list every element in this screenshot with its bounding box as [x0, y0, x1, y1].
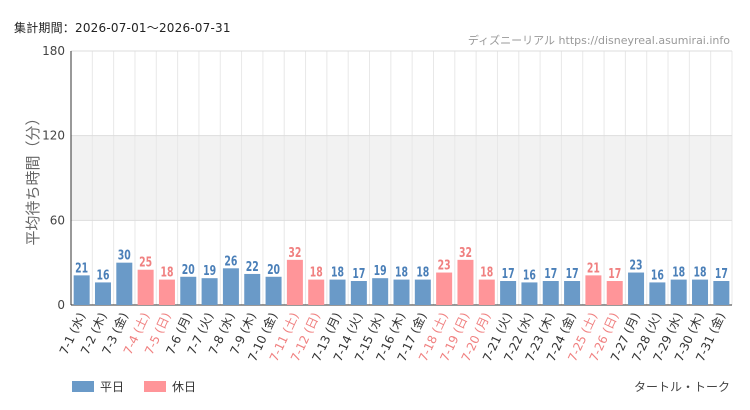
bar: [414, 279, 431, 305]
y-tick-label: 180: [42, 44, 65, 58]
bar: [350, 281, 367, 305]
data-label: 17: [715, 267, 728, 282]
bar: [158, 279, 175, 305]
bar: [478, 279, 495, 305]
data-label: 30: [118, 249, 131, 264]
data-label: 18: [694, 266, 707, 281]
bar: [329, 279, 346, 305]
legend-label-weekday: 平日: [100, 380, 125, 394]
bar: [286, 259, 303, 305]
data-label: 16: [96, 268, 109, 283]
data-label: 21: [587, 261, 600, 276]
bar: [606, 281, 623, 305]
bar: [137, 269, 154, 305]
y-tick-label: 0: [57, 298, 65, 312]
legend-item-weekday[interactable]: 平日: [72, 378, 124, 395]
bar: [94, 282, 111, 305]
data-label: 21: [75, 261, 88, 276]
data-label: 18: [416, 266, 429, 281]
legend-item-holiday[interactable]: 休日: [144, 378, 196, 395]
bar: [670, 279, 687, 305]
y-tick-label: 60: [50, 213, 65, 227]
bar: [393, 279, 410, 305]
data-label: 26: [224, 254, 237, 269]
data-label: 17: [608, 267, 621, 282]
bar: [713, 281, 730, 305]
data-label: 20: [182, 263, 195, 278]
bar: [457, 259, 474, 305]
data-label: 20: [267, 263, 280, 278]
bar: [265, 276, 282, 305]
bar: [500, 281, 517, 305]
bar: [564, 281, 581, 305]
data-label: 32: [288, 246, 301, 261]
data-label: 16: [523, 268, 536, 283]
legend-swatch-weekday: [72, 381, 94, 392]
data-label: 22: [246, 260, 259, 275]
data-label: 19: [374, 264, 387, 279]
data-label: 25: [139, 256, 152, 271]
bar: [308, 279, 325, 305]
data-label: 23: [630, 259, 643, 274]
data-label: 17: [502, 267, 515, 282]
source-label: ディズニーリアル https://disneyreal.asumirai.inf…: [467, 34, 730, 47]
legend-label-holiday: 休日: [172, 380, 197, 394]
bar: [372, 278, 389, 305]
bar: [180, 276, 197, 305]
y-axis-title: 平均待ち時間（分）: [24, 110, 42, 245]
data-label: 18: [480, 266, 493, 281]
data-label: 18: [331, 266, 344, 281]
bar: [116, 262, 133, 305]
period-label: 集計期間：2026-07-01～2026-07-31: [14, 21, 231, 35]
bar: [585, 275, 602, 305]
bar: [649, 282, 666, 305]
data-label: 17: [352, 267, 365, 282]
bar: [521, 282, 538, 305]
bar: [628, 272, 645, 305]
bar: [201, 278, 218, 305]
data-label: 17: [566, 267, 579, 282]
bar: [692, 279, 709, 305]
data-label: 18: [672, 266, 685, 281]
bar: [73, 275, 90, 305]
data-label: 17: [544, 267, 557, 282]
data-label: 16: [651, 268, 664, 283]
bar: [436, 272, 453, 305]
data-label: 18: [395, 266, 408, 281]
bar: [542, 281, 559, 305]
bar: [222, 268, 239, 305]
legend-swatch-holiday: [144, 381, 167, 392]
data-label: 18: [310, 266, 323, 281]
plot-band: [71, 135, 732, 221]
data-label: 32: [459, 246, 472, 261]
y-tick-label: 120: [42, 129, 65, 143]
bar: [244, 273, 261, 305]
data-label: 19: [203, 264, 216, 279]
data-label: 18: [160, 266, 173, 281]
legend: 平日 休日: [72, 378, 196, 395]
attraction-name: タートル・トーク: [633, 380, 730, 394]
data-label: 23: [438, 259, 451, 274]
